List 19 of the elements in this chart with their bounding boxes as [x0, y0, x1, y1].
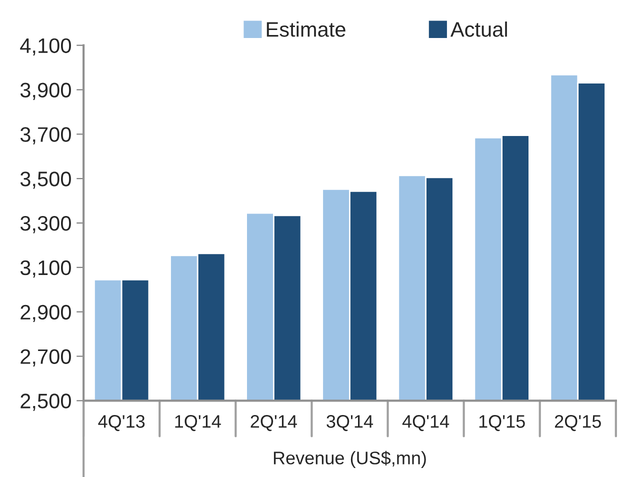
x-tick-label: 2Q'15 — [554, 415, 601, 432]
x-tick-label: 2Q'14 — [250, 415, 297, 432]
y-tick-label: 3,100 — [20, 260, 71, 278]
y-tick-label: 3,700 — [20, 127, 71, 144]
legend-label: Estimate — [266, 22, 346, 37]
y-tick-label: 3,500 — [20, 172, 71, 189]
x-tick-label: 3Q'14 — [326, 415, 374, 432]
x-tick-label: 4Q'13 — [98, 415, 145, 432]
x-tick-label: 1Q'15 — [479, 415, 525, 432]
y-tick-label: 2,900 — [20, 304, 71, 322]
y-tick-label: 2,700 — [20, 349, 71, 366]
y-tick-label: 3,900 — [20, 82, 71, 100]
x-tick-label: 4Q'14 — [402, 415, 450, 432]
y-tick-label: 4,100 — [20, 38, 71, 56]
x-tick-label: 1Q'14 — [175, 415, 221, 432]
legend-label: Actual — [450, 22, 507, 37]
x-axis-title: Revenue (US$,mn) — [274, 450, 426, 468]
y-tick-label: 3,300 — [20, 216, 71, 234]
y-tick-label: 2,500 — [20, 394, 71, 411]
